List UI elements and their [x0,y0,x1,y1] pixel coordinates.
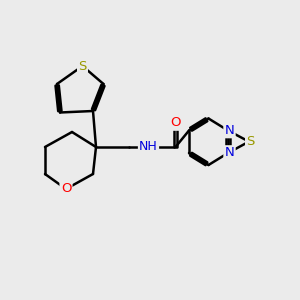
Text: NH: NH [139,140,158,154]
Text: S: S [78,59,87,73]
Text: O: O [170,116,181,130]
Text: O: O [61,182,71,196]
Text: N: N [225,146,234,160]
Text: S: S [246,135,255,148]
Text: N: N [225,124,234,137]
